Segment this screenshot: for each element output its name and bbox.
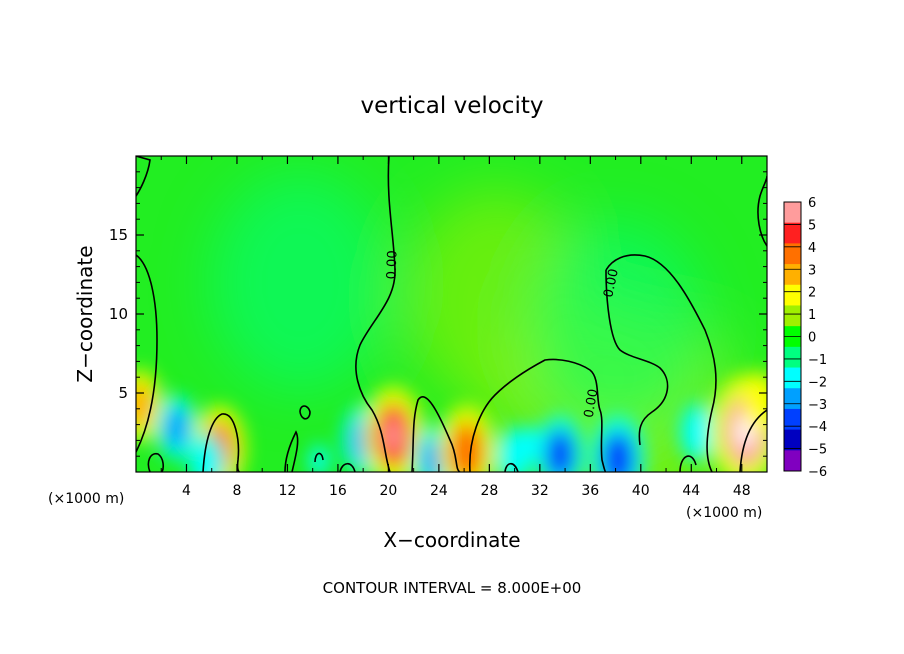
field-cell <box>545 429 575 472</box>
x-tick-label: 48 <box>733 483 751 499</box>
zero-contours <box>136 156 767 472</box>
colorbar-label: −1 <box>808 353 827 368</box>
contour-label: 0.00 <box>385 250 401 279</box>
contour-line <box>605 269 669 446</box>
colorbar-label: −3 <box>808 398 827 413</box>
contour-line <box>202 413 241 472</box>
contour-line <box>504 462 519 472</box>
x-tick-label: 36 <box>581 483 599 499</box>
contour-line <box>299 405 311 420</box>
colorbar-swatch <box>784 264 801 286</box>
colorbar-label: 0 <box>808 331 816 346</box>
colorbar-swatch <box>784 305 801 327</box>
y-axis-label: Z−coordinate <box>73 245 97 382</box>
colorbar-label: 5 <box>808 218 816 233</box>
colorbar-swatch <box>784 388 801 410</box>
contour-line <box>284 430 299 472</box>
contour-line <box>679 455 697 472</box>
y-tick-label: 10 <box>109 305 128 323</box>
field-cell <box>309 444 329 472</box>
colorbar-swatch <box>784 429 801 451</box>
x-tick-label: 32 <box>531 483 549 499</box>
colorbar-label: 1 <box>808 308 816 323</box>
colorbar: 6 5 4 3 2 1 0 −1 −2 −3 −4 −5 −6 <box>783 196 827 480</box>
contour-line <box>469 358 607 472</box>
x-tick-label: 4 <box>182 483 191 499</box>
field-cell <box>686 414 709 451</box>
chart-title: vertical velocity <box>361 93 544 119</box>
plot-area: 0.00 0.00 0.00 <box>136 156 767 472</box>
x-tick-label: 20 <box>379 483 397 499</box>
contour-interval-note: CONTOUR INTERVAL = 8.000E+00 <box>323 579 582 597</box>
contour-line <box>136 254 158 453</box>
colorbar-swatch <box>784 367 801 389</box>
contour-line <box>355 156 396 472</box>
contour-label: 0.00 <box>601 268 622 299</box>
colorbar-label: 2 <box>808 286 816 301</box>
field-core <box>385 420 402 452</box>
y-tick-label: 15 <box>109 226 128 244</box>
colorbar-swatch <box>784 450 801 472</box>
x-tick-label: 40 <box>632 483 650 499</box>
colorbar-label: −4 <box>808 420 827 435</box>
field-cell <box>525 219 706 440</box>
field-cell <box>136 383 153 429</box>
x-axis: 4 8 12 16 20 24 28 32 36 40 44 48 <box>160 156 751 499</box>
colorbar-swatch <box>784 243 801 265</box>
contour-line <box>411 396 461 472</box>
contour-line <box>739 409 767 472</box>
field-cell <box>749 382 767 420</box>
contour-line <box>605 254 717 472</box>
velocity-field <box>136 369 767 472</box>
colorbar-label: −5 <box>808 443 827 458</box>
colorbar-label: 4 <box>808 241 816 256</box>
colorbar-label: −6 <box>808 465 827 480</box>
x-axis-label: X−coordinate <box>383 528 520 552</box>
field-cell <box>602 431 635 472</box>
field-cell <box>195 444 218 472</box>
y-axis: 5 10 15 <box>109 171 767 457</box>
x-tick-label: 8 <box>232 483 241 499</box>
colorbar-swatch <box>784 222 801 244</box>
colorbar-label: 6 <box>808 196 816 211</box>
y-axis-unit: (×1000 m) <box>48 491 124 507</box>
field-cell <box>210 172 391 393</box>
field-cell <box>449 422 484 472</box>
x-axis-unit: (×1000 m) <box>686 505 762 521</box>
colorbar-swatch <box>784 284 801 306</box>
contour-line <box>314 452 324 463</box>
colorbar-label: −2 <box>808 375 827 390</box>
contour-line <box>339 462 356 472</box>
field-cell <box>164 407 189 449</box>
x-tick-label: 24 <box>430 483 448 499</box>
contour-label: 0.00 <box>582 388 602 419</box>
x-tick-label: 16 <box>329 483 347 499</box>
colorbar-swatch <box>784 346 801 369</box>
y-tick-label: 5 <box>118 384 128 402</box>
colorbar-label: 3 <box>808 263 816 278</box>
colorbar-swatch <box>784 408 801 431</box>
x-tick-label: 44 <box>682 483 700 499</box>
contour-line <box>136 156 151 197</box>
x-tick-label: 28 <box>480 483 498 499</box>
contour-labels: 0.00 0.00 0.00 <box>385 250 622 419</box>
colorbar-swatch <box>784 202 801 224</box>
x-tick-label: 12 <box>279 483 297 499</box>
contour-line <box>147 452 164 472</box>
